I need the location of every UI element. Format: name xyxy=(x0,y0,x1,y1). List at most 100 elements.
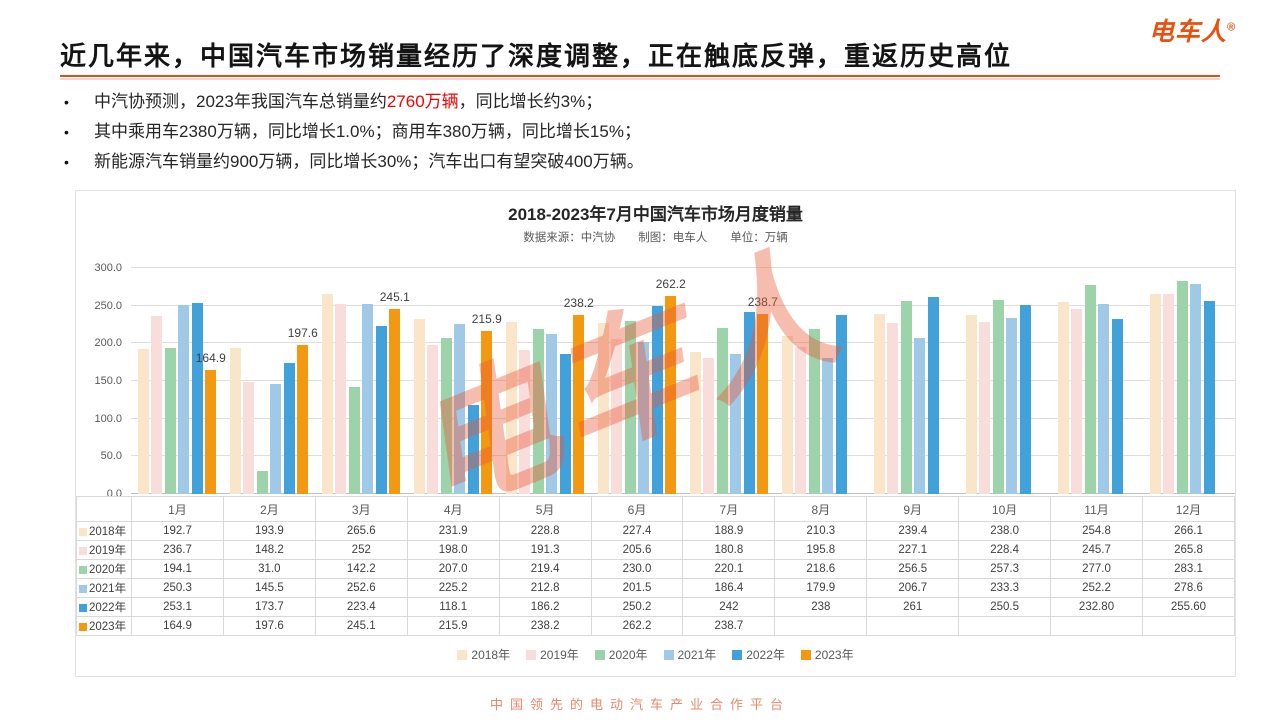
bar-2022年-8月 xyxy=(835,314,847,494)
bar-slot xyxy=(651,268,663,494)
bar-2019年-1月 xyxy=(151,315,163,494)
table-cell: 245.7 xyxy=(1050,540,1143,560)
bar-slot xyxy=(900,268,912,494)
bar-2018年-7月 xyxy=(689,351,701,494)
bar-2021年-10月 xyxy=(1006,318,1018,494)
gridline xyxy=(131,380,1235,381)
table-month-header: 5月 xyxy=(498,496,592,522)
bullet-text: 中汽协预测，2023年我国汽车总销量约 xyxy=(94,92,387,111)
table-cell: 186.4 xyxy=(682,578,776,598)
table-month-header: 8月 xyxy=(774,496,868,522)
bar-group-12月 xyxy=(1143,268,1235,494)
bar-slot xyxy=(229,268,241,494)
table-month-header: 6月 xyxy=(590,496,684,522)
legend-label: 2020年 xyxy=(608,648,648,662)
bar-2018年-9月 xyxy=(873,313,885,494)
bar-group-9月 xyxy=(867,268,959,494)
bullet-marker: • xyxy=(64,154,69,170)
table-cell: 193.9 xyxy=(222,521,316,541)
bar-2019年-9月 xyxy=(887,322,899,494)
table-cell: 215.9 xyxy=(406,616,500,636)
legend-item-2018年: 2018年 xyxy=(457,646,510,663)
bar-2021年-1月 xyxy=(178,305,190,494)
table-cell: 261 xyxy=(866,597,960,617)
bar-slot xyxy=(689,268,701,494)
table-row-2022年: 2022年 253.1 173.7 223.4 118.1 186.2 250.2 242 23… xyxy=(76,597,1235,617)
series-swatch-icon xyxy=(79,528,87,536)
series-name: 2019年 xyxy=(89,545,127,557)
bar-slot: 262.2 xyxy=(656,268,686,494)
table-cell: 179.9 xyxy=(774,578,868,598)
table-cell xyxy=(958,616,1052,636)
series-name: 2022年 xyxy=(89,602,127,614)
bar-slot xyxy=(427,268,439,494)
legend-swatch-icon xyxy=(526,649,537,660)
table-cell: 188.9 xyxy=(682,521,776,541)
bar-2019年-2月 xyxy=(243,382,255,494)
table-cell: 283.1 xyxy=(1141,559,1235,579)
bar-slot xyxy=(559,268,571,494)
table-cell: 265.6 xyxy=(314,521,408,541)
bar-2019年-7月 xyxy=(703,357,715,494)
y-axis-tick-label: 300.0 xyxy=(94,262,122,274)
gridline xyxy=(131,304,1235,306)
bar-slot xyxy=(914,268,926,494)
legend-item-2020年: 2020年 xyxy=(594,646,648,663)
table-cell xyxy=(774,616,868,636)
legend-label: 2023年 xyxy=(814,648,854,662)
bar-2023年-1月 xyxy=(205,369,217,494)
table-cell: 230.0 xyxy=(590,559,684,579)
legend-item-2023年: 2023年 xyxy=(800,646,854,663)
bar-2021年-9月 xyxy=(914,338,926,494)
table-cell: 145.5 xyxy=(222,578,316,598)
table-cell: 228.4 xyxy=(958,540,1052,560)
bar-2019年-4月 xyxy=(427,344,439,494)
bar-slot xyxy=(335,268,347,494)
table-cell: 207.0 xyxy=(406,559,500,579)
table-row-header: 2020年 xyxy=(76,559,132,579)
legend-label: 2019年 xyxy=(540,648,579,662)
y-axis-tick-label: 100.0 xyxy=(94,412,122,425)
table-cell: 192.7 xyxy=(131,521,224,541)
legend-label: 2022年 xyxy=(746,648,785,662)
bar-group-3月: 245.1 xyxy=(315,268,410,494)
table-cell: 218.6 xyxy=(774,559,868,579)
bar-2019年-5月 xyxy=(519,349,531,494)
bar-groups: 164.9 197.6 245.1 215.9 238.2 262.2 238.7 xyxy=(131,268,1235,494)
bar-slot xyxy=(348,268,360,494)
table-cell: 278.6 xyxy=(1141,578,1235,598)
bar-2020年-12月 xyxy=(1176,280,1188,494)
registered-mark: ® xyxy=(1226,21,1236,34)
table-row-header: 2022年 xyxy=(76,597,132,617)
bar-slot xyxy=(321,268,333,494)
bar-data-label: 245.1 xyxy=(379,290,410,305)
table-cell: 223.4 xyxy=(314,597,408,617)
legend-label: 2018年 xyxy=(471,648,511,662)
chart-subtitle: 数据来源：中汽协 制图：电车人 单位：万辆 xyxy=(523,232,788,244)
bar-2021年-8月 xyxy=(822,358,834,494)
table-cell: 252 xyxy=(314,540,408,560)
bar-slot xyxy=(1019,268,1031,494)
bar-2020年-7月 xyxy=(716,328,728,494)
table-cell: 191.3 xyxy=(498,540,592,560)
bar-2018年-6月 xyxy=(597,322,609,494)
table-cell: 180.8 xyxy=(682,540,776,560)
table-cell: 250.2 xyxy=(590,597,684,617)
bar-2018年-2月 xyxy=(229,347,241,494)
table-cell: 265.8 xyxy=(1141,540,1235,560)
bar-slot xyxy=(979,268,991,494)
bar-slot: 197.6 xyxy=(288,268,318,494)
data-table: 1月 2月 3月 4月 5月 6月 7月 8月 9月 10月 11月 12月 2018年 192.7 193… xyxy=(76,496,1235,636)
series-swatch-icon xyxy=(79,604,87,612)
y-axis-tick-label: 50.0 xyxy=(100,450,122,463)
table-cell: 245.1 xyxy=(314,616,408,636)
gridline xyxy=(131,342,1235,344)
bar-2023年-3月 xyxy=(389,309,401,494)
bar-2020年-11月 xyxy=(1084,285,1096,494)
bar-2018年-3月 xyxy=(321,293,333,494)
bar-2021年-12月 xyxy=(1190,284,1202,494)
gridline xyxy=(131,455,1235,457)
brand-logo: 电车人® xyxy=(1149,12,1236,48)
bar-slot xyxy=(887,268,899,494)
